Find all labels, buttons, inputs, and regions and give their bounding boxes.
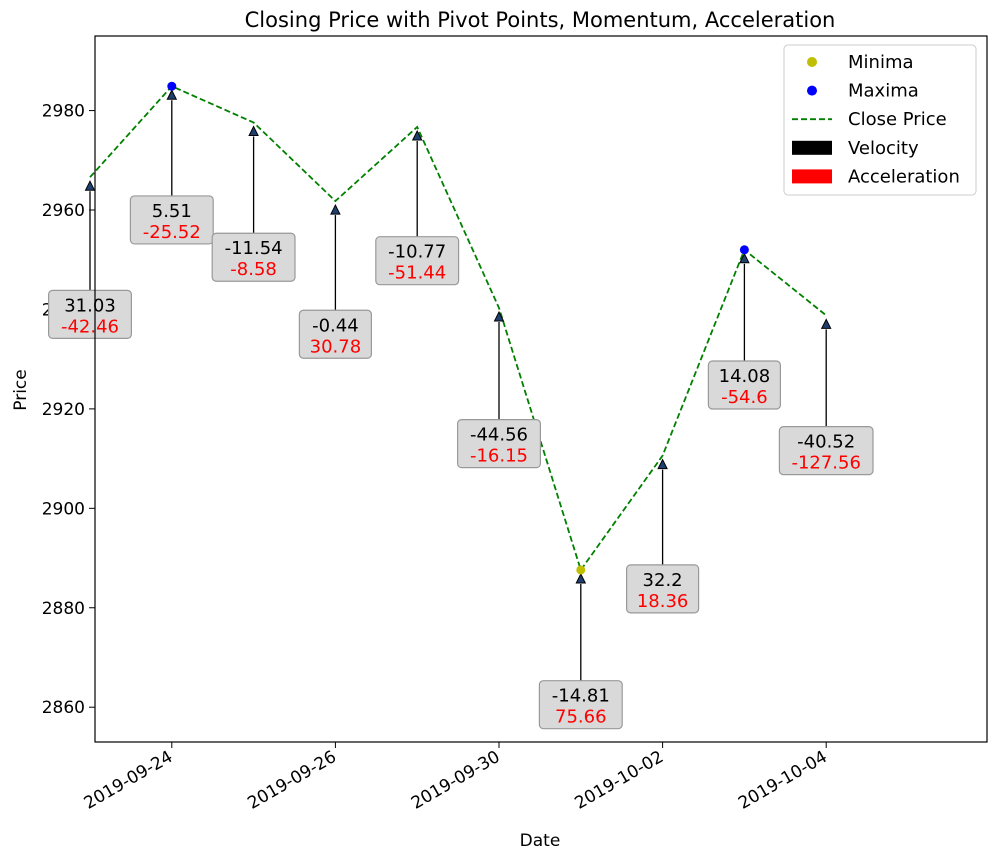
chart-title: Closing Price with Pivot Points, Momentu…: [245, 8, 836, 32]
annotation-arrow-head: [820, 318, 832, 329]
acceleration-label: -127.56: [791, 453, 860, 474]
legend-velocity-swatch: [792, 140, 832, 155]
annotation-arrow-head: [739, 252, 750, 264]
acceleration-label: 75.66: [555, 707, 607, 728]
velocity-label: 31.03: [64, 295, 116, 316]
annotation-box: [129, 195, 214, 245]
annotation-arrow-head: [493, 310, 505, 322]
legend-box: [783, 44, 977, 196]
annotation-box: [625, 564, 700, 614]
velocity-label: -10.77: [388, 242, 446, 263]
velocity-label: 5.51: [152, 201, 192, 222]
y-tick-label: 2960: [42, 201, 85, 221]
maxima-point: [739, 245, 749, 255]
annotation-arrow-head: [248, 125, 259, 137]
annotation-box: [778, 426, 874, 476]
acceleration-label: 30.78: [310, 336, 362, 357]
annotation-box: [707, 360, 782, 410]
acceleration-label: -16.15: [470, 446, 528, 467]
legend-maxima-marker: [807, 85, 817, 96]
close-price-line: [89, 85, 827, 572]
y-tick-label: 2860: [42, 698, 85, 718]
velocity-label: -40.52: [797, 432, 855, 453]
acceleration-label: -8.58: [230, 259, 277, 280]
plot-frame: [94, 35, 988, 743]
acceleration-label: 18.36: [637, 591, 689, 612]
y-tick-label: 2880: [42, 599, 85, 619]
velocity-label: -44.56: [470, 425, 528, 446]
legend: Minima Maxima Close Price Velocity Accelerat…: [783, 44, 977, 196]
minima-point: [576, 565, 586, 575]
y-tick-label: 2900: [42, 499, 85, 519]
annotation-box: [457, 419, 542, 469]
annotation-arrow-head: [657, 458, 668, 470]
y-tick-label: 2980: [42, 102, 85, 122]
annotation-box: [538, 680, 623, 730]
legend-acceleration-label: Acceleration: [848, 166, 960, 187]
acceleration-label: -42.46: [61, 316, 119, 337]
acceleration-label: -25.52: [143, 222, 201, 243]
legend-close-label: Close Price: [848, 109, 947, 130]
legend-minima-marker: [807, 57, 817, 67]
annotation-arrow-head: [330, 203, 341, 215]
annotation-arrow-head: [575, 572, 587, 584]
annotation-arrow-head: [166, 89, 178, 100]
legend-velocity-label: Velocity: [848, 138, 919, 159]
y-axis-label: Price: [11, 369, 31, 410]
maxima-point: [167, 81, 177, 91]
annotation-arrow-head: [84, 180, 96, 191]
x-axis-label: Date: [520, 831, 561, 851]
annotation-box: [298, 309, 372, 359]
legend-minima-label: Minima: [848, 52, 914, 73]
acceleration-label: -51.44: [388, 263, 446, 284]
annotation-box: [47, 289, 133, 339]
annotation-box: [375, 236, 460, 286]
velocity-label: -0.44: [312, 315, 359, 336]
legend-acceleration-swatch: [792, 169, 832, 184]
y-tick-label: 2920: [42, 400, 85, 420]
legend-maxima-label: Maxima: [848, 81, 919, 102]
velocity-label: -11.54: [225, 238, 283, 259]
velocity-label: -14.81: [552, 686, 610, 707]
velocity-label: 14.08: [719, 366, 771, 387]
velocity-label: 32.2: [643, 570, 683, 591]
acceleration-label: -54.6: [721, 387, 768, 408]
annotation-box: [211, 232, 296, 282]
annotation-arrow-head: [411, 129, 423, 141]
